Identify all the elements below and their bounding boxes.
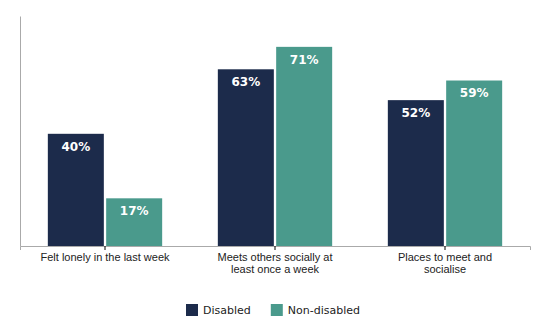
bar [218, 69, 274, 246]
data-labels: 40% 63% 52% 17% 71% 59% [61, 53, 488, 218]
x-tick-label: Places to meet andsocialise [398, 251, 492, 276]
data-label: 52% [401, 106, 430, 120]
x-tick: Meets others socially atleast once a wee… [218, 246, 333, 275]
legend-label: Disabled [203, 304, 251, 317]
x-axis: Felt lonely in the last week Meets others… [21, 246, 531, 275]
bar [388, 100, 444, 246]
data-label: 63% [231, 75, 260, 89]
plot: 40% 63% 52% 17% 71% 59% Felt lonely in the las… [21, 17, 531, 276]
data-label: 40% [61, 140, 90, 154]
legend-swatch [186, 304, 198, 316]
bar [446, 81, 502, 246]
bar [276, 47, 332, 246]
legend-item: Non-disabled [271, 304, 360, 317]
y-axis [20, 17, 21, 247]
chart: 40% 63% 52% 17% 71% 59% Felt lonely in the las… [0, 0, 546, 326]
legend: Disabled Non-disabled [186, 304, 360, 317]
legend-label: Non-disabled [288, 304, 360, 317]
data-label: 59% [460, 86, 489, 100]
x-tick: Places to meet andsocialise [398, 246, 492, 275]
x-tick: Felt lonely in the last week [40, 246, 170, 263]
bar [106, 198, 162, 246]
x-tick-label: Meets others socially atleast once a wee… [218, 251, 333, 276]
data-label: 17% [120, 204, 149, 218]
legend-item: Disabled [186, 304, 251, 317]
legend-swatch [271, 304, 283, 316]
bars [48, 47, 502, 246]
x-axis-line [21, 247, 531, 251]
x-tick-mark [445, 246, 446, 250]
bar [48, 134, 104, 246]
data-label: 71% [290, 53, 319, 67]
x-tick-mark [275, 246, 276, 250]
y-axis-line [20, 17, 21, 247]
x-tick-label: Felt lonely in the last week [40, 251, 170, 263]
x-tick-mark [105, 246, 106, 250]
